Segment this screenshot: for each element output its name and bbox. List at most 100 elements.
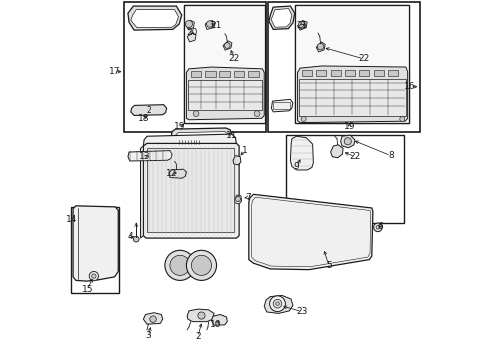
Text: 7: 7 bbox=[244, 193, 250, 202]
Text: 21: 21 bbox=[210, 21, 221, 30]
Polygon shape bbox=[186, 67, 264, 120]
Text: 4: 4 bbox=[127, 232, 133, 241]
Polygon shape bbox=[297, 66, 407, 123]
Circle shape bbox=[89, 271, 99, 281]
Circle shape bbox=[169, 255, 190, 275]
Polygon shape bbox=[204, 21, 215, 30]
Polygon shape bbox=[330, 145, 343, 158]
Bar bbox=[247, 71, 258, 77]
Text: 1: 1 bbox=[241, 146, 247, 155]
Polygon shape bbox=[297, 21, 306, 30]
Bar bbox=[70, 207, 119, 293]
Bar bbox=[285, 135, 403, 223]
Circle shape bbox=[206, 21, 212, 27]
Polygon shape bbox=[248, 194, 372, 270]
Polygon shape bbox=[185, 21, 194, 30]
Text: 3: 3 bbox=[145, 332, 151, 341]
Circle shape bbox=[191, 255, 211, 275]
Circle shape bbox=[399, 117, 404, 122]
Polygon shape bbox=[234, 195, 241, 204]
Polygon shape bbox=[73, 206, 118, 281]
Polygon shape bbox=[140, 146, 143, 238]
Text: 17: 17 bbox=[109, 67, 120, 76]
Bar bbox=[373, 69, 383, 76]
Circle shape bbox=[224, 42, 230, 48]
Polygon shape bbox=[131, 105, 166, 116]
Text: 2: 2 bbox=[195, 332, 200, 341]
Text: 22: 22 bbox=[357, 54, 368, 63]
Circle shape bbox=[298, 22, 305, 29]
Polygon shape bbox=[169, 169, 186, 178]
Text: 11: 11 bbox=[226, 131, 237, 140]
Circle shape bbox=[373, 223, 382, 231]
Circle shape bbox=[273, 300, 281, 308]
Polygon shape bbox=[290, 136, 313, 170]
Text: 19: 19 bbox=[173, 122, 184, 131]
Bar bbox=[294, 5, 408, 123]
Polygon shape bbox=[270, 9, 291, 27]
Text: 19: 19 bbox=[343, 122, 355, 131]
Bar bbox=[359, 69, 368, 76]
Text: 10: 10 bbox=[210, 320, 221, 329]
Circle shape bbox=[193, 111, 199, 117]
Text: 5: 5 bbox=[325, 261, 331, 270]
Polygon shape bbox=[171, 128, 231, 145]
Bar bbox=[387, 69, 397, 76]
Bar bbox=[219, 71, 230, 77]
Polygon shape bbox=[340, 135, 354, 148]
Text: 22: 22 bbox=[348, 152, 360, 161]
Polygon shape bbox=[211, 315, 227, 325]
Bar bbox=[233, 71, 244, 77]
Circle shape bbox=[275, 302, 279, 306]
Text: 22: 22 bbox=[228, 54, 240, 63]
Bar bbox=[124, 3, 265, 132]
Bar bbox=[190, 71, 201, 77]
Polygon shape bbox=[271, 99, 292, 112]
Text: 18: 18 bbox=[137, 114, 149, 123]
Circle shape bbox=[301, 117, 305, 122]
Polygon shape bbox=[131, 10, 178, 28]
Polygon shape bbox=[223, 41, 231, 50]
Bar bbox=[298, 79, 405, 116]
Circle shape bbox=[235, 197, 240, 202]
Bar bbox=[301, 69, 311, 76]
Text: 20: 20 bbox=[186, 28, 198, 37]
Circle shape bbox=[344, 138, 351, 145]
Text: 14: 14 bbox=[66, 215, 77, 224]
Polygon shape bbox=[174, 132, 228, 144]
Circle shape bbox=[375, 226, 379, 229]
Text: 16: 16 bbox=[404, 82, 415, 91]
Text: 13: 13 bbox=[139, 152, 150, 161]
Text: 15: 15 bbox=[81, 284, 93, 293]
Polygon shape bbox=[316, 42, 325, 52]
Text: 2: 2 bbox=[146, 105, 150, 114]
Polygon shape bbox=[264, 296, 292, 314]
Polygon shape bbox=[143, 313, 163, 324]
Bar bbox=[273, 102, 290, 109]
Polygon shape bbox=[143, 143, 239, 238]
Polygon shape bbox=[143, 134, 236, 146]
Bar bbox=[147, 148, 234, 232]
Circle shape bbox=[133, 236, 139, 242]
Polygon shape bbox=[187, 309, 214, 321]
Text: 23: 23 bbox=[296, 307, 307, 316]
Circle shape bbox=[149, 316, 156, 322]
Bar bbox=[330, 69, 340, 76]
Bar bbox=[294, 5, 408, 123]
Text: 6: 6 bbox=[376, 222, 382, 231]
Circle shape bbox=[186, 250, 216, 280]
Circle shape bbox=[164, 250, 195, 280]
Circle shape bbox=[269, 296, 285, 312]
Bar bbox=[183, 5, 265, 123]
Bar bbox=[267, 3, 419, 132]
Bar bbox=[316, 69, 325, 76]
Circle shape bbox=[317, 43, 323, 50]
Polygon shape bbox=[268, 6, 294, 30]
Bar bbox=[204, 71, 215, 77]
Circle shape bbox=[185, 21, 192, 28]
Text: 9: 9 bbox=[293, 162, 299, 171]
Polygon shape bbox=[233, 156, 241, 165]
Polygon shape bbox=[187, 33, 196, 42]
Bar bbox=[183, 5, 265, 123]
Polygon shape bbox=[128, 150, 172, 161]
